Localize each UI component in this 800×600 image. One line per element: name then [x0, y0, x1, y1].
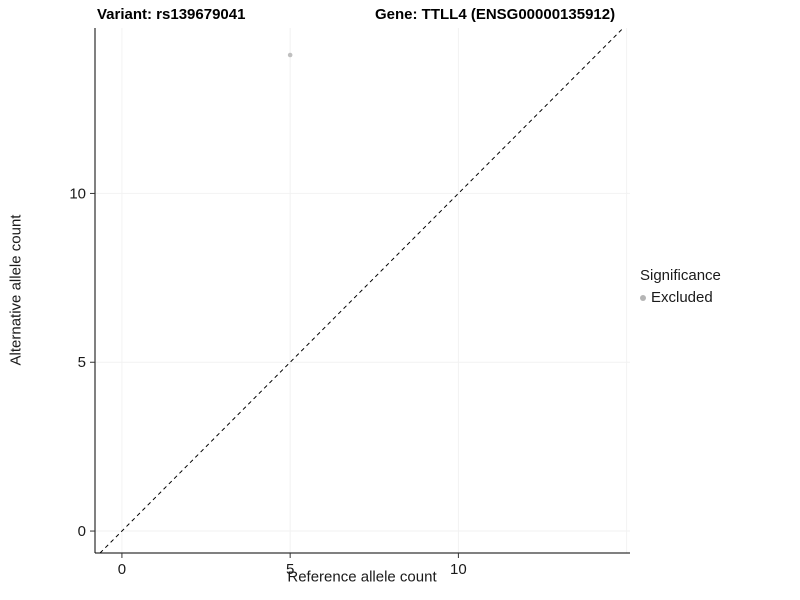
- legend-item-excluded: Excluded: [640, 289, 721, 306]
- data-point: [287, 52, 293, 58]
- excluded-point-icon: [640, 294, 646, 301]
- legend-title: Significance: [640, 267, 721, 284]
- legend: Significance Excluded: [640, 267, 721, 306]
- identity-line: [99, 27, 624, 554]
- x-tick-label: 0: [118, 561, 126, 578]
- x-tick-label: 5: [286, 561, 294, 578]
- x-tick-label: 10: [450, 561, 467, 578]
- x-axis-label: Reference allele count: [287, 568, 437, 586]
- y-tick-label: 0: [78, 523, 86, 540]
- legend-item-label: Excluded: [651, 289, 713, 306]
- gene-title: Gene: TTLL4 (ENSG00000135912): [375, 6, 616, 23]
- y-axis-label: Alternative allele count: [7, 214, 25, 366]
- y-tick-label: 5: [78, 354, 86, 371]
- variant-title: Variant: rs139679041: [97, 6, 246, 23]
- y-tick-label: 10: [69, 185, 86, 202]
